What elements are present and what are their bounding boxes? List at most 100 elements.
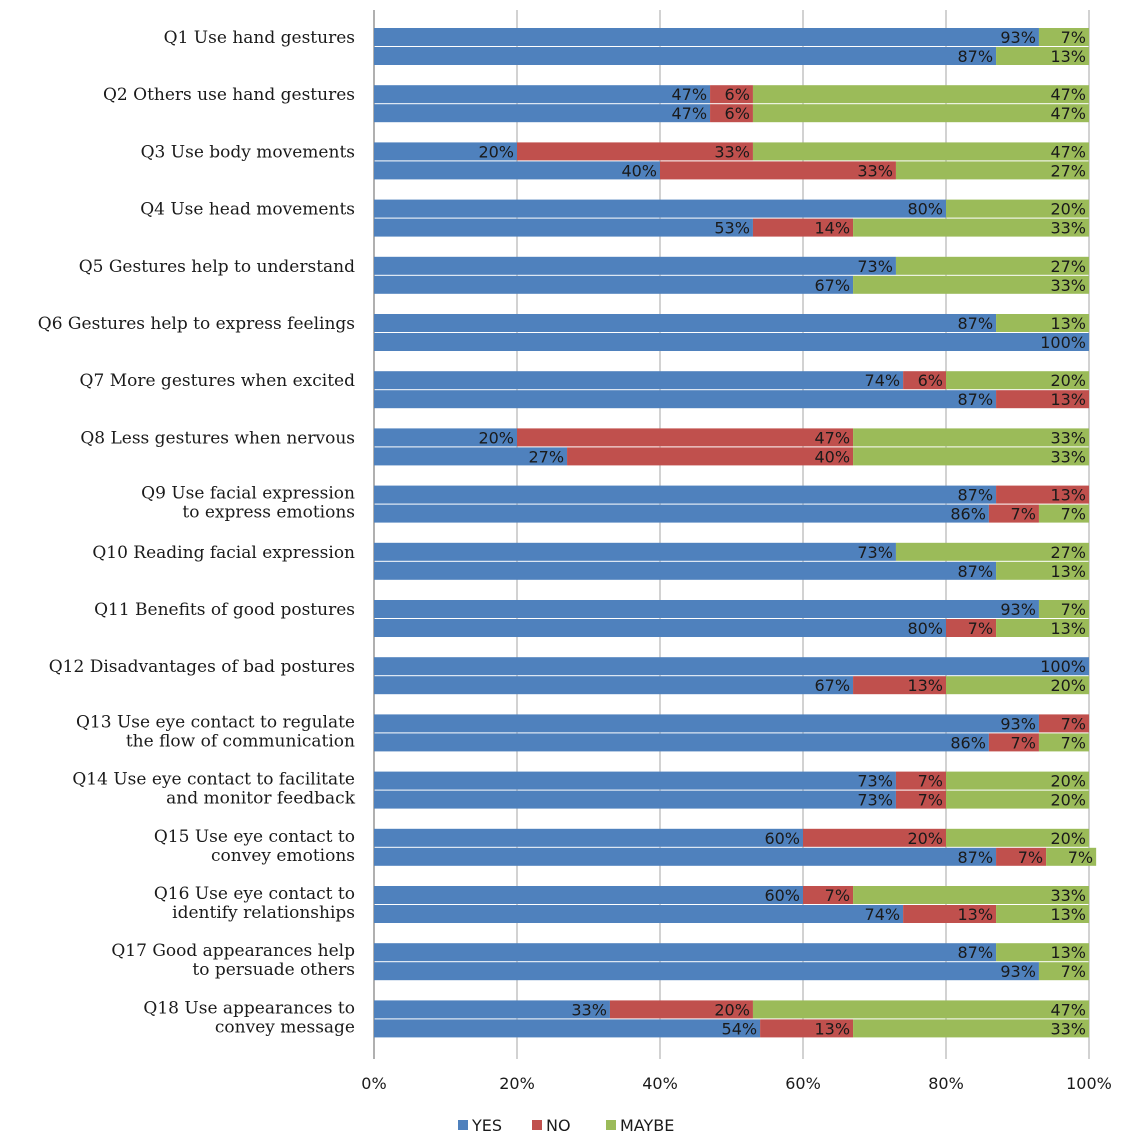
bar-segment-yes — [374, 85, 711, 104]
data-label: 67% — [814, 676, 850, 695]
data-label: 87% — [957, 314, 993, 333]
category-label: Q10 Reading facial expression — [92, 543, 355, 563]
bar-segment-maybe — [853, 218, 1089, 237]
data-label: 13% — [957, 905, 993, 924]
data-label: 33% — [1050, 219, 1086, 238]
data-label: 13% — [1050, 390, 1086, 409]
bar-segment-yes — [374, 28, 1039, 46]
data-label: 33% — [1050, 276, 1086, 295]
category-label: Q18 Use appearances to — [143, 998, 355, 1018]
bar-segment-no — [988, 733, 1039, 752]
legend: YES NO MAYBE — [458, 1116, 674, 1135]
bar-segment-no — [803, 886, 854, 904]
bar-segment-yes — [374, 676, 854, 695]
bar-segment-maybe — [946, 771, 1089, 790]
data-label: 7% — [968, 619, 993, 638]
bar-segment-no — [803, 828, 946, 847]
bar-segment-yes — [374, 104, 711, 123]
data-label: 47% — [1050, 1000, 1086, 1019]
data-label: 27% — [1050, 257, 1086, 276]
bar-segment-maybe — [853, 428, 1089, 447]
bar-segment-no — [710, 104, 753, 123]
bar-segment-yes — [374, 142, 517, 161]
bar-segment-no — [903, 371, 946, 390]
data-label: 20% — [1050, 829, 1086, 848]
data-label: 7% — [1061, 600, 1086, 619]
bar-segment-no — [1038, 714, 1089, 733]
data-label: 33% — [1050, 886, 1086, 905]
bar-segment-yes — [374, 733, 989, 752]
bar-segment-yes — [374, 256, 896, 275]
bar-segment-no — [853, 676, 946, 695]
bar-segment-maybe — [1038, 733, 1089, 752]
data-label: 20% — [1050, 791, 1086, 810]
bar-segment-yes — [374, 47, 997, 65]
bar-segment-yes — [374, 962, 1039, 981]
data-label: 13% — [1050, 619, 1086, 638]
category-label: and monitor feedback — [166, 789, 356, 809]
data-label: 13% — [907, 676, 943, 695]
bar-segment-maybe — [946, 199, 1089, 218]
data-label: 7% — [825, 886, 850, 905]
x-tick-label: 60% — [785, 1074, 821, 1093]
bar-segment-maybe — [996, 561, 1089, 580]
data-label: 100% — [1040, 333, 1086, 352]
bar-segment-no — [517, 428, 854, 447]
bar-segment-no — [710, 85, 753, 104]
data-label: 47% — [1050, 85, 1086, 104]
category-label: Q17 Good appearances help — [111, 941, 355, 961]
bar-segment-maybe — [853, 275, 1089, 294]
bar-segment-no — [903, 905, 997, 923]
bar-segment-maybe — [946, 371, 1089, 390]
x-axis-ticks: 0% 20% 40% 60% 80% 100% — [361, 1074, 1112, 1093]
bar-segment-maybe — [752, 1000, 1089, 1019]
category-label: Q14 Use eye contact to facilitate — [72, 770, 355, 790]
data-label: 13% — [1050, 905, 1086, 924]
category-label: Q1 Use hand gestures — [164, 28, 355, 48]
bar-segment-maybe — [752, 104, 1089, 123]
data-label: 87% — [957, 47, 993, 66]
bar-segment-maybe — [996, 619, 1089, 637]
legend-label-yes: YES — [471, 1116, 502, 1135]
bar-segment-no — [567, 447, 854, 466]
bars: 93% 7%87% 13%47% 6% 47%47% 6% 47%20% 33% 47%40% 3… — [374, 28, 1097, 1038]
data-label: 47% — [671, 104, 707, 123]
category-label: Q8 Less gestures when nervous — [80, 428, 355, 448]
category-label: convey emotions — [211, 846, 355, 866]
bar-segment-maybe — [996, 943, 1089, 962]
bar-segment-maybe — [946, 828, 1089, 847]
bar-segment-maybe — [1038, 28, 1089, 46]
data-label: 100% — [1040, 657, 1086, 676]
x-tick-label: 0% — [361, 1074, 386, 1093]
bar-segment-yes — [374, 1019, 761, 1038]
data-label: 20% — [478, 142, 514, 161]
data-label: 73% — [857, 772, 893, 791]
data-label: 20% — [1050, 371, 1086, 390]
bar-segment-maybe — [996, 314, 1089, 332]
bar-segment-yes — [374, 847, 997, 866]
category-label: Q12 Disadvantages of bad postures — [49, 657, 355, 677]
data-label: 27% — [528, 447, 564, 466]
bar-segment-no — [609, 1000, 753, 1019]
bar-segment-maybe — [1038, 600, 1089, 618]
bar-segment-yes — [374, 161, 660, 180]
bar-segment-yes — [374, 771, 896, 790]
data-label: 93% — [1000, 28, 1036, 47]
data-label: 7% — [918, 791, 943, 810]
bar-segment-maybe — [853, 1019, 1089, 1038]
category-label: Q15 Use eye contact to — [154, 827, 355, 847]
data-label: 47% — [1050, 104, 1086, 123]
data-label: 6% — [725, 104, 750, 123]
category-label: Q9 Use facial expression — [141, 484, 355, 504]
bar-segment-yes — [374, 600, 1039, 618]
data-label: 6% — [725, 85, 750, 104]
bar-segment-no — [517, 142, 753, 161]
bar-segment-maybe — [853, 447, 1089, 466]
data-label: 13% — [1050, 943, 1086, 962]
data-label: 13% — [1050, 562, 1086, 581]
category-label: the flow of communication — [126, 731, 355, 751]
data-label: 47% — [814, 428, 850, 447]
bar-segment-yes — [374, 428, 517, 447]
data-label: 87% — [957, 943, 993, 962]
